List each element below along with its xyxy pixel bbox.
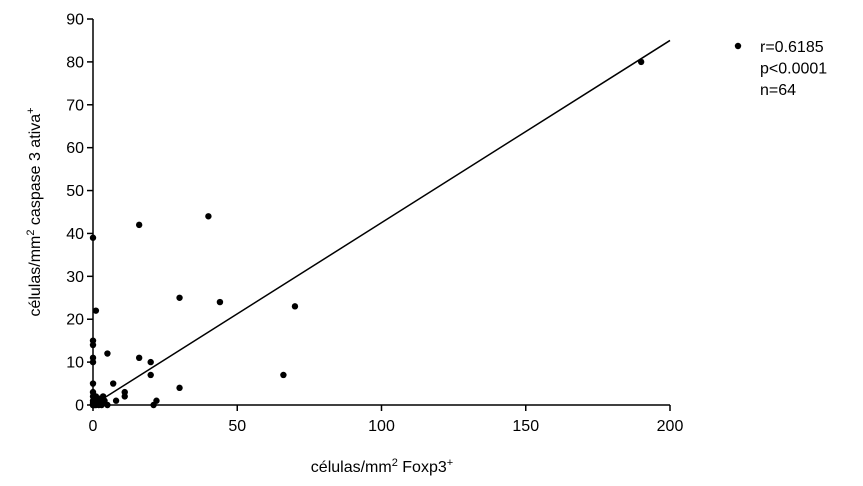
x-tick-label: 200 bbox=[657, 418, 684, 435]
data-point bbox=[291, 303, 299, 310]
data-point bbox=[92, 307, 100, 314]
legend-p-value: p<0.0001 bbox=[760, 61, 827, 78]
y-tick-label: 40 bbox=[66, 226, 84, 243]
x-tick-label: 0 bbox=[89, 418, 98, 435]
x-ticks: 0 50 100 150 200 bbox=[89, 405, 684, 435]
data-point bbox=[637, 58, 645, 66]
y-axis-title-main: células/mm bbox=[27, 236, 44, 317]
data-points bbox=[89, 58, 645, 409]
y-axis-title-sup2: + bbox=[25, 107, 37, 113]
y-axis-title: células/mm2 caspase 3 ativa+ bbox=[25, 107, 44, 316]
legend-marker bbox=[734, 42, 742, 50]
data-point bbox=[109, 380, 117, 387]
y-axis-title-mid: caspase 3 ativa bbox=[27, 114, 44, 230]
y-tick-label: 20 bbox=[66, 312, 84, 329]
data-point bbox=[89, 234, 97, 241]
y-axis-title-sup1: 2 bbox=[25, 230, 37, 236]
data-point bbox=[89, 380, 97, 387]
data-point bbox=[205, 213, 212, 220]
x-axis-title-mid: Foxp3 bbox=[398, 459, 447, 476]
x-axis-title-sup2: + bbox=[447, 457, 453, 469]
y-tick-label: 70 bbox=[66, 97, 84, 114]
x-axis-title-main: células/mm bbox=[311, 459, 392, 476]
data-point bbox=[135, 354, 143, 362]
axes: 0 10 20 30 40 50 60 70 80 90 0 50 100 150 200 bbox=[66, 12, 683, 436]
data-point bbox=[104, 350, 111, 357]
data-point bbox=[216, 298, 224, 306]
x-tick-label: 50 bbox=[228, 418, 246, 435]
data-point bbox=[147, 371, 154, 379]
data-point bbox=[176, 294, 183, 301]
x-tick-label: 100 bbox=[368, 418, 395, 435]
y-tick-label: 60 bbox=[66, 140, 84, 157]
y-tick-label: 80 bbox=[66, 54, 84, 71]
legend: r=0.6185 p<0.0001 n=64 bbox=[734, 39, 827, 99]
y-tick-label: 30 bbox=[66, 269, 84, 286]
y-ticks: 0 10 20 30 40 50 60 70 80 90 bbox=[66, 12, 93, 415]
data-point bbox=[147, 358, 154, 366]
data-point bbox=[104, 401, 111, 409]
data-point bbox=[112, 397, 120, 404]
data-point bbox=[153, 397, 160, 404]
data-point bbox=[89, 341, 97, 349]
data-point bbox=[176, 384, 183, 392]
y-tick-label: 50 bbox=[66, 183, 84, 200]
legend-r-value: r=0.6185 bbox=[760, 39, 824, 56]
regression-line bbox=[92, 39, 671, 406]
x-axis-title: células/mm2 Foxp3+ bbox=[311, 457, 453, 476]
data-point bbox=[280, 371, 287, 379]
legend-n-value: n=64 bbox=[760, 82, 796, 99]
data-point bbox=[135, 221, 143, 229]
data-point bbox=[89, 358, 97, 366]
x-axis-title-sup1: 2 bbox=[392, 457, 398, 469]
y-tick-label: 90 bbox=[66, 12, 84, 29]
x-tick-label: 150 bbox=[512, 418, 539, 435]
y-tick-label: 0 bbox=[75, 398, 84, 415]
data-point bbox=[121, 393, 128, 400]
y-tick-label: 10 bbox=[66, 355, 84, 372]
